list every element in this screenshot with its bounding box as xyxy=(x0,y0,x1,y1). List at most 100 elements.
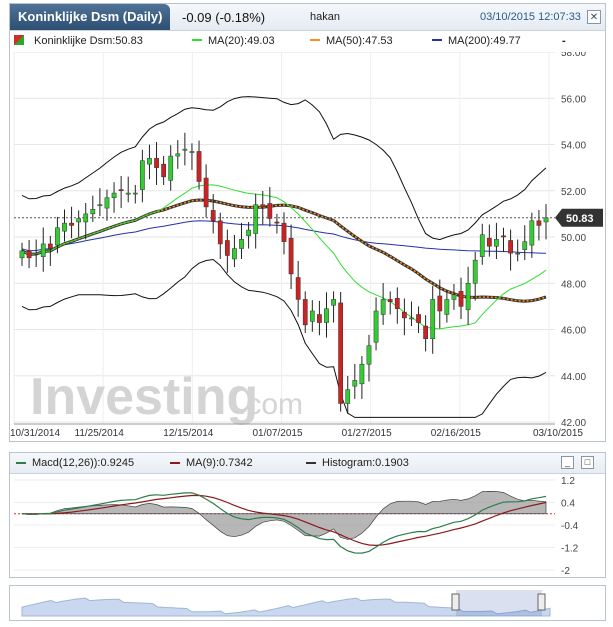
candle-body xyxy=(345,389,351,404)
x-tick-label: 01/07/2015 xyxy=(252,428,302,439)
candle-body xyxy=(55,227,60,246)
price-legend: Koninklijke Dsm:50.83 MA(20):49.03 MA(50… xyxy=(10,31,605,51)
signal-line xyxy=(21,494,547,547)
last-price-label: 50.83 xyxy=(566,213,594,225)
legend-ma200-label: MA(200):49.77 xyxy=(448,35,521,47)
candle-body xyxy=(437,295,443,312)
candle-body xyxy=(529,220,535,246)
candle-body xyxy=(451,294,457,300)
candle-body xyxy=(239,239,244,249)
candle-body xyxy=(543,217,549,223)
candle-body xyxy=(246,229,251,237)
candle-body xyxy=(387,299,393,302)
candle-body xyxy=(210,210,216,222)
macd-y-tick-label: -0.4 xyxy=(561,521,579,532)
bollinger-bands xyxy=(21,96,547,418)
instrument-title[interactable]: Koninklijke Dsm (Daily) xyxy=(10,4,171,30)
price-chart[interactable]: Investing .com 58.00 56.00 54.00 52.00 50.00… xyxy=(10,52,605,440)
close-icon[interactable]: ✕ xyxy=(587,10,601,24)
navigator-right-handle[interactable] xyxy=(537,593,546,611)
y-tick-label: 46.00 xyxy=(561,326,586,337)
candle-body xyxy=(132,192,138,195)
candle-body xyxy=(338,302,344,404)
candle-body xyxy=(309,310,315,322)
price-change: -0.09 (-0.18%) xyxy=(182,10,266,25)
macd-y-tick-label: 1.2 xyxy=(561,476,575,487)
minimize-icon[interactable]: _ xyxy=(561,456,574,469)
price-x-axis: 10/31/2014 11/25/2014 12/15/2014 01/07/2015… xyxy=(10,423,583,439)
legend-dash: - xyxy=(562,35,566,47)
candle-body xyxy=(161,163,166,178)
maximize-icon[interactable]: □ xyxy=(581,456,594,469)
candle-body xyxy=(444,299,450,315)
legend-signal: MA(9):0.7342 xyxy=(170,457,253,469)
candle-body xyxy=(274,221,280,224)
candle-body xyxy=(465,283,471,311)
candle-body xyxy=(359,363,365,385)
chart-type-icon[interactable] xyxy=(14,35,24,45)
macd-chart[interactable]: 1.2 0.4 -0.4 -1.2 -2 xyxy=(10,474,605,576)
ma200-swatch-icon xyxy=(432,39,442,42)
candle-body xyxy=(69,222,74,226)
y-tick-label: 50.00 xyxy=(561,233,586,244)
candle-body xyxy=(494,239,499,247)
y-tick-label: 44.00 xyxy=(561,372,586,383)
legend-macd: Macd(12,26)):0.9245 xyxy=(16,457,134,469)
navigator-chart[interactable] xyxy=(10,586,605,620)
candlesticks xyxy=(19,132,549,414)
price-chart-panel: Koninklijke Dsm (Daily) -0.09 (-0.18%) h… xyxy=(9,3,606,442)
timestamp: 03/10/2015 12:07:33 xyxy=(480,11,581,23)
histogram-swatch-icon xyxy=(306,462,316,465)
macd-line xyxy=(21,492,547,554)
candle-body xyxy=(182,148,188,151)
macd-y-tick-label: 0.4 xyxy=(561,499,575,510)
candle-body xyxy=(302,299,308,326)
candle-body xyxy=(423,325,428,339)
candle-body xyxy=(154,158,159,168)
candle-body xyxy=(140,160,145,190)
candle-body xyxy=(253,204,259,234)
lower-band xyxy=(21,258,547,418)
candle-body xyxy=(458,291,464,307)
candle-body xyxy=(501,235,506,238)
signal-swatch-icon xyxy=(170,462,180,465)
candle-body xyxy=(224,240,230,256)
navigator-left-handle[interactable] xyxy=(451,593,460,611)
candle-body xyxy=(147,158,152,165)
candle-body xyxy=(331,299,336,306)
navigator-series xyxy=(21,597,551,617)
candle-body xyxy=(76,218,82,223)
navigator-panel xyxy=(9,585,606,621)
candle-body xyxy=(394,298,400,309)
legend-ma20: MA(20):49.03 xyxy=(192,35,275,47)
macd-y-axis: 1.2 0.4 -0.4 -1.2 -2 xyxy=(561,476,579,576)
legend-ma50: MA(50):47.53 xyxy=(310,35,393,47)
candle-body xyxy=(118,189,124,191)
candle-body xyxy=(189,151,195,153)
ma50-swatch-icon xyxy=(310,39,320,42)
x-tick-label: 02/16/2015 xyxy=(431,428,481,439)
y-tick-label: 52.00 xyxy=(561,187,586,198)
candle-body xyxy=(380,299,386,315)
candle-body xyxy=(97,204,103,207)
candle-body xyxy=(104,197,110,209)
navigator-window xyxy=(456,590,542,616)
y-tick-label: 54.00 xyxy=(561,141,586,152)
x-tick-label: 03/10/2015 xyxy=(533,428,583,439)
y-tick-label: 56.00 xyxy=(561,94,586,105)
candle-body xyxy=(217,220,223,245)
candle-body xyxy=(317,314,322,323)
candle-body xyxy=(295,277,301,300)
candle-body xyxy=(260,204,266,208)
x-tick-label: 10/31/2014 xyxy=(10,428,60,439)
ma20-swatch-icon xyxy=(192,39,202,42)
price-y-axis: 58.00 56.00 54.00 52.00 50.00 48.00 46.00 44.00… xyxy=(561,52,586,429)
candle-body xyxy=(203,177,209,208)
macd-swatch-icon xyxy=(16,462,26,465)
macd-lines xyxy=(21,492,547,554)
candle-body xyxy=(111,192,117,198)
candle-body xyxy=(522,241,528,250)
x-tick-label: 11/25/2014 xyxy=(75,428,125,439)
macd-panel: Macd(12,26)):0.9245 MA(9):0.7342 Histogr… xyxy=(9,452,606,578)
candle-body xyxy=(40,243,46,257)
